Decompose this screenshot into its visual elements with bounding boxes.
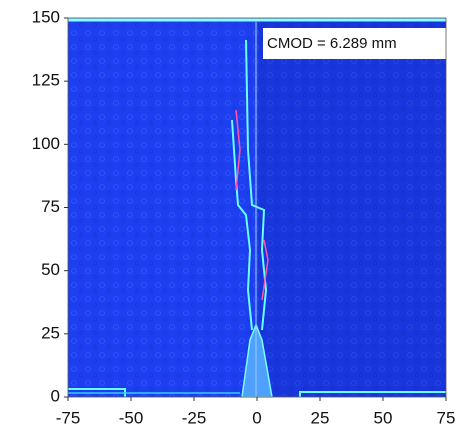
y-tick-label: 25	[41, 323, 60, 342]
x-tick-label: -75	[56, 408, 81, 427]
x-tick-label: 50	[374, 408, 393, 427]
y-tick-label: 100	[32, 134, 60, 153]
x-tick-label: -50	[119, 408, 144, 427]
x-tick-label: 0	[252, 408, 261, 427]
crack-strain	[261, 239, 269, 301]
strain-field	[68, 18, 446, 398]
crack-right	[245, 39, 268, 331]
x-tick-label: 75	[437, 408, 456, 427]
annotation-box	[263, 28, 446, 59]
bottom-strip	[68, 388, 126, 397]
y-tick-label: 150	[32, 7, 60, 26]
y-tick-label: 75	[41, 197, 60, 216]
y-tick-label: 0	[51, 386, 60, 405]
field-right-shade	[258, 18, 446, 397]
annotation: CMOD = 6.289 mm	[267, 35, 397, 52]
x-tick-label: 25	[311, 408, 330, 427]
crack-strain	[235, 109, 241, 191]
crack-left	[231, 119, 253, 331]
y-tick-label: 125	[32, 71, 60, 90]
y-tick-label: 50	[41, 260, 60, 279]
bottom-strip	[299, 391, 446, 397]
x-tick-label: -25	[182, 408, 207, 427]
